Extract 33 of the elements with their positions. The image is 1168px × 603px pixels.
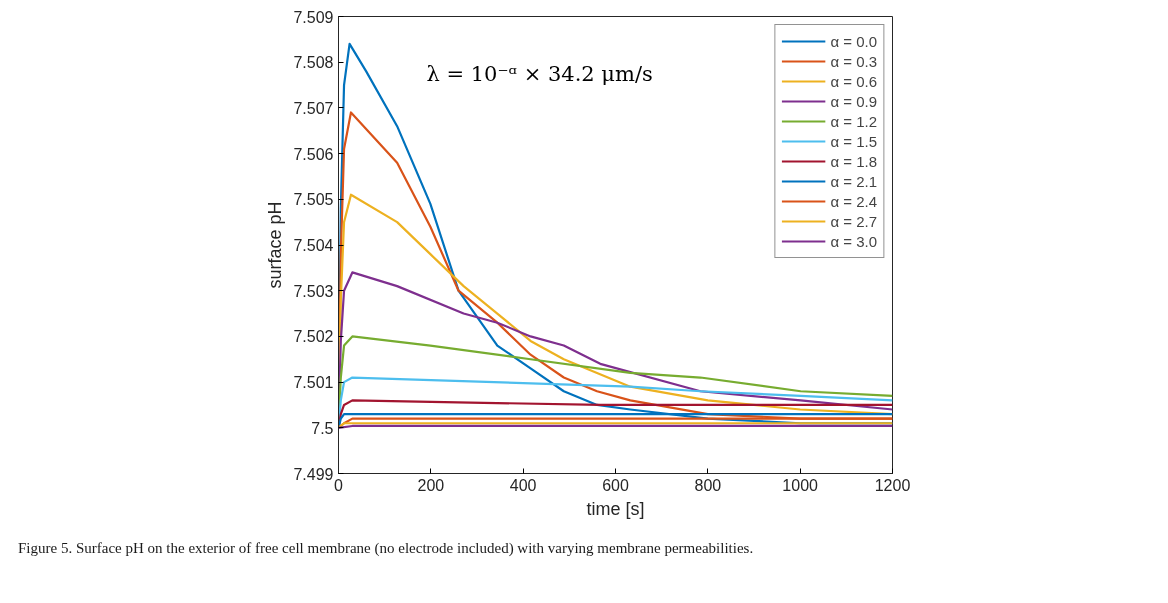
x-axis-title: time [s]: [586, 498, 645, 519]
legend-label: α = 0.0: [830, 31, 877, 51]
x-tick-label: 600: [602, 476, 629, 494]
x-tick-label: 800: [694, 476, 722, 494]
legend-label: α = 1.2: [830, 111, 877, 131]
legend-label: α = 1.8: [830, 151, 877, 171]
y-tick-label: 7.5: [311, 419, 334, 437]
y-tick-label: 7.504: [293, 237, 334, 254]
annotation: λ = 10⁻ᵅ × 34.2 μm/s: [426, 61, 653, 86]
x-tick-label: 1200: [874, 476, 911, 494]
y-tick-label: 7.507: [293, 99, 334, 117]
legend-label: α = 2.1: [830, 171, 877, 191]
legend-label: α = 1.5: [830, 131, 877, 151]
y-tick-label: 7.499: [293, 465, 334, 483]
legend-label: α = 0.6: [830, 71, 877, 91]
x-tick-label: 0: [334, 476, 344, 494]
y-tick-label: 7.501: [293, 374, 334, 392]
x-tick-label: 1000: [782, 476, 819, 494]
x-tick-label: 200: [417, 476, 445, 494]
x-tick-label: 400: [509, 476, 537, 494]
y-tick-label: 7.502: [293, 328, 334, 346]
legend-label: α = 2.7: [830, 211, 877, 231]
y-axis-title: surface pH: [265, 201, 286, 289]
legend-label: α = 0.3: [830, 51, 877, 71]
y-tick-label: 7.505: [293, 191, 334, 209]
y-tick-label: 7.503: [293, 282, 334, 300]
y-tick-label: 7.508: [293, 54, 334, 72]
y-tick-label: 7.509: [293, 8, 334, 26]
legend-label: α = 0.9: [830, 91, 877, 111]
legend-label: α = 2.4: [830, 191, 877, 211]
y-tick-label: 7.506: [293, 145, 334, 163]
legend-label: α = 3.0: [830, 231, 877, 251]
caption: Figure 5. Surface pH on the exterior of free cell membrane (no electrode included) with varying membrane permeabilities.: [18, 539, 754, 558]
